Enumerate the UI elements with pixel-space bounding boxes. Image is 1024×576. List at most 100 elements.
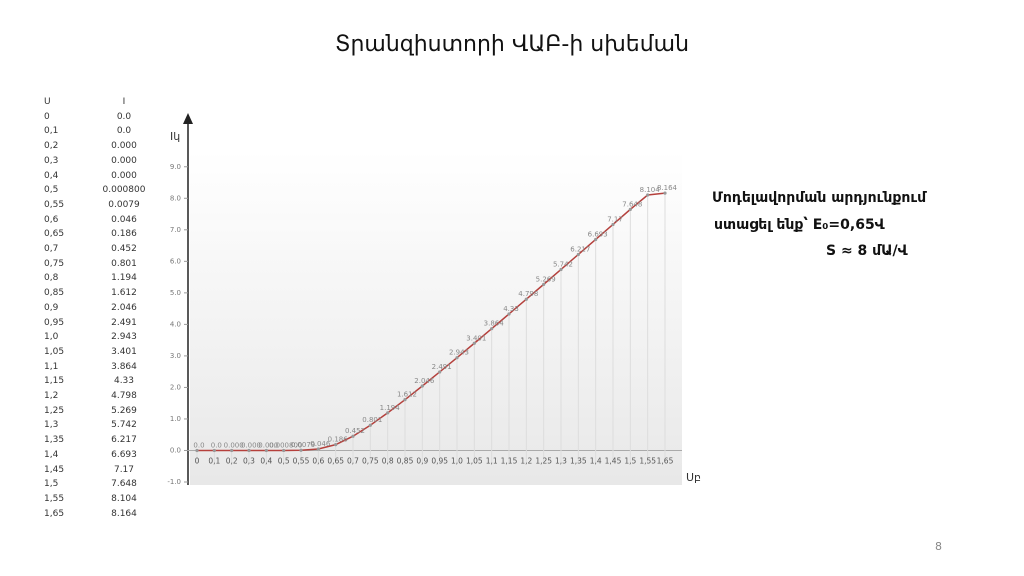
table-cell: 1,2 xyxy=(44,391,59,402)
x-tick-label: 0,3 xyxy=(243,456,255,465)
table-cell: 1,0 xyxy=(44,332,59,343)
x-axis-label: Uբ xyxy=(686,471,701,484)
table-cell: 0,85 xyxy=(44,288,65,299)
data-label: 0.000800 xyxy=(269,441,302,449)
table-cell: 0,5 xyxy=(44,185,59,196)
plot-area xyxy=(190,150,682,485)
table-cell: 0.000 xyxy=(111,170,137,181)
data-label: 0.801 xyxy=(362,416,382,424)
table-row: 1,45 7.17 xyxy=(44,463,149,478)
page-number: 8 xyxy=(935,540,942,553)
x-tick-label: 0,55 xyxy=(293,456,310,465)
data-point xyxy=(594,237,598,242)
table-row: 0,75 0.801 xyxy=(44,257,149,272)
table-cell: 4.798 xyxy=(111,391,137,402)
table-row: 0,2 0.000 xyxy=(44,139,149,154)
data-label: 5.269 xyxy=(536,275,556,283)
data-point xyxy=(386,411,390,415)
x-tick-label: 1,2 xyxy=(520,456,532,465)
data-label: 0.000 xyxy=(241,441,261,449)
data-point xyxy=(576,252,580,257)
data-line xyxy=(197,192,666,452)
table-cell: 1,45 xyxy=(44,464,65,475)
data-label: 7.648 xyxy=(622,200,642,208)
x-tick-label: 0,4 xyxy=(260,456,272,465)
table-cell: 6.693 xyxy=(111,449,137,460)
table-cell: 0,1 xyxy=(44,126,59,137)
data-label: 0.0079 xyxy=(291,441,316,449)
y-tick-label: 1.0 xyxy=(170,415,181,423)
table-cell: 5.269 xyxy=(111,405,137,416)
data-point xyxy=(663,191,667,195)
table-cell: 0,95 xyxy=(44,317,65,328)
table-cell: 0 xyxy=(44,111,50,122)
table-cell: 5.742 xyxy=(111,420,137,431)
table-row: 0,3 0.000 xyxy=(44,154,149,169)
table-row: 1,4 6.693 xyxy=(44,448,149,463)
table-row: 1,05 3.401 xyxy=(44,345,149,360)
table-row: 1,1 3.864 xyxy=(44,360,149,375)
table-cell: 2.491 xyxy=(111,317,137,328)
data-label: 6.217 xyxy=(570,245,590,253)
table-row: 1,2 4.798 xyxy=(44,389,149,404)
x-tick-label: 0,1 xyxy=(208,456,220,465)
data-point xyxy=(282,448,286,453)
table-cell: 1,55 xyxy=(44,493,65,504)
table-cell: 0,4 xyxy=(44,170,59,181)
table-cell: 0.000800 xyxy=(102,185,146,196)
x-tick-label: 1,55 xyxy=(639,456,656,465)
data-point xyxy=(559,267,563,272)
data-point xyxy=(247,448,251,453)
table-row: 1,35 6.217 xyxy=(44,433,149,448)
table-row: 1,65 8.164 xyxy=(44,507,149,522)
x-tick-label: 0 xyxy=(195,456,200,465)
y-tick-label: -1.0 xyxy=(167,478,181,486)
table-cell: 1,35 xyxy=(44,435,65,446)
table-row: 0,55 0.0079 xyxy=(44,198,149,213)
data-point xyxy=(507,312,511,316)
data-label: 7.17 xyxy=(607,215,623,223)
slide-title: Տրանզիստորի ՎԱԲ-ի սխեման xyxy=(334,32,690,57)
table-cell: U xyxy=(44,97,51,107)
data-label: 0.0 xyxy=(193,441,204,449)
table-cell: 3.401 xyxy=(111,346,137,357)
table-cell: 2.943 xyxy=(111,332,137,343)
data-label: 4.798 xyxy=(518,290,538,298)
table-cell: 1,5 xyxy=(44,479,59,490)
table-row: 1,15 4.33 xyxy=(44,374,149,389)
table-cell: 0,3 xyxy=(44,155,59,166)
x-tick-label: 1,4 xyxy=(590,456,602,465)
note: ստացել ենք՝ E₀=0,65Վ xyxy=(714,217,885,233)
table-cell: 0.0 xyxy=(116,126,132,137)
table-cell: 0.186 xyxy=(111,229,137,240)
table-cell: 8.164 xyxy=(111,508,137,519)
y-tick-label: 4.0 xyxy=(170,320,181,328)
table-cell: 0,55 xyxy=(44,199,65,210)
x-tick-label: 1,45 xyxy=(605,456,622,465)
y-tick-label: 9.0 xyxy=(170,163,181,171)
table-cell: 0,65 xyxy=(44,229,65,240)
y-tick-label: 2.0 xyxy=(170,383,181,391)
table-row: 0,8 1.194 xyxy=(44,271,149,286)
data-point xyxy=(368,423,372,427)
table-cell: 1,4 xyxy=(44,449,59,460)
data-point xyxy=(455,356,459,360)
table-cell: 0.046 xyxy=(111,214,137,225)
table-row: 1,3 5.742 xyxy=(44,418,149,433)
table-cell: 1,05 xyxy=(44,346,65,357)
table-cell: 1,3 xyxy=(44,420,59,431)
y-tick-label: 3.0 xyxy=(170,352,181,360)
table-cell: 8.104 xyxy=(111,493,137,504)
data-point xyxy=(299,448,303,452)
x-tick-label: 1,1 xyxy=(486,456,498,465)
table-cell: 0,7 xyxy=(44,244,59,255)
x-tick-label: 0,85 xyxy=(397,456,414,465)
table-cell: 1.612 xyxy=(111,288,137,299)
data-point xyxy=(646,193,650,197)
table-cell: 1,1 xyxy=(44,361,59,372)
table-row: 0,85 1.612 xyxy=(44,286,149,301)
x-tick-label: 1,05 xyxy=(466,456,483,465)
data-label: 4.33 xyxy=(503,305,519,313)
table-cell: 0,9 xyxy=(44,302,59,313)
table-cell: 0.000 xyxy=(111,141,137,152)
